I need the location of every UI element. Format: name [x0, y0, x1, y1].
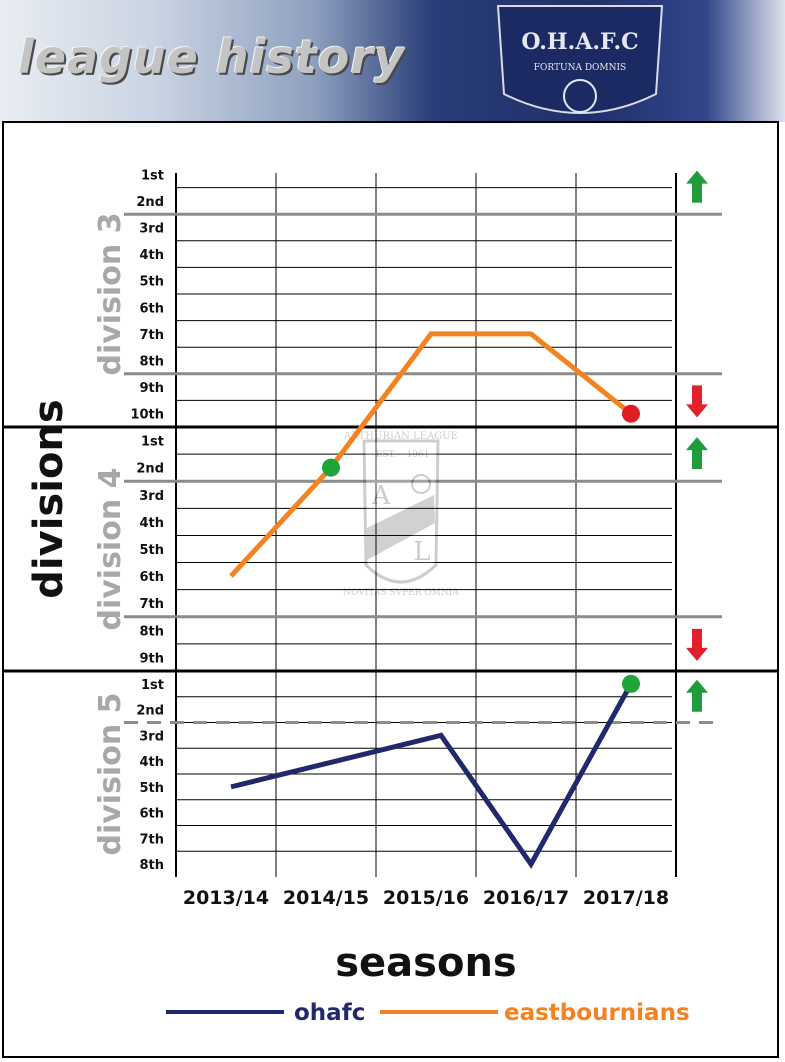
- y-axis-title: divisions: [26, 399, 72, 598]
- rank-label: 1st: [141, 435, 164, 450]
- rank-label: 2nd: [136, 195, 164, 210]
- header-banner: league history O.H.A.F.C FORTUNA DOMNIS: [0, 0, 785, 122]
- rank-label: 3rd: [139, 729, 164, 744]
- arthurian-league-watermark: ARTHURIAN LEAGUE EST. 1961 A L NOVITAS S…: [343, 431, 459, 598]
- league-history-chart: ARTHURIAN LEAGUE EST. 1961 A L NOVITAS S…: [4, 168, 777, 1026]
- x-axis-title: seasons: [335, 940, 517, 986]
- rank-label: 8th: [139, 624, 164, 639]
- crest-motto: FORTUNA DOMNIS: [534, 63, 626, 73]
- rank-label: 2nd: [136, 704, 164, 719]
- series-line-eastbournians: [229, 331, 633, 578]
- legend: ohafc eastbournians: [166, 1000, 690, 1026]
- rank-label: 10th: [130, 408, 164, 423]
- watermark-motto: NOVITAS SVPER OMNIA: [343, 588, 459, 598]
- rank-label: 5th: [139, 275, 164, 290]
- season-tick-label: 2016/17: [483, 887, 569, 909]
- rank-label: 6th: [139, 301, 164, 316]
- rank-label: 9th: [139, 651, 164, 666]
- watermark-letter-a: A: [371, 481, 392, 511]
- watermark-year: 1961: [407, 450, 430, 460]
- rank-label: 1st: [141, 168, 164, 183]
- rank-label: 1st: [141, 678, 164, 693]
- promotion-arrow-icon: [686, 679, 708, 712]
- division-label: division 5: [93, 692, 128, 855]
- rank-label: 4th: [139, 516, 164, 531]
- rank-label: 6th: [139, 807, 164, 822]
- rank-label: 5th: [139, 543, 164, 558]
- rank-label: 3rd: [139, 489, 164, 504]
- series-lines: [229, 331, 634, 869]
- promoted-marker: [322, 458, 340, 477]
- rank-label: 7th: [139, 597, 164, 612]
- rank-label: 7th: [139, 832, 164, 847]
- promotion-arrow-icon: [686, 170, 708, 203]
- rank-label: 6th: [139, 570, 164, 585]
- season-tick-label: 2015/16: [383, 887, 469, 909]
- relegation-arrow-icon: [686, 385, 708, 418]
- watermark-est: EST.: [376, 450, 396, 460]
- rank-label: 8th: [139, 858, 164, 873]
- rank-label: 5th: [139, 781, 164, 796]
- series-markers: [322, 404, 640, 693]
- rank-label: 8th: [139, 355, 164, 370]
- series-line-ohafc: [230, 682, 634, 869]
- division-label: division 4: [93, 467, 128, 630]
- rank-label: 4th: [139, 755, 164, 770]
- promotion-relegation-arrows: [686, 170, 708, 712]
- promotion-arrow-icon: [686, 437, 708, 470]
- relegated-marker: [622, 404, 640, 423]
- rank-label: 2nd: [136, 462, 164, 477]
- relegation-arrow-icon: [686, 628, 708, 661]
- watermark-text: ARTHURIAN LEAGUE: [343, 431, 458, 442]
- rank-label: 9th: [139, 381, 164, 396]
- season-tick-label: 2017/18: [583, 887, 669, 909]
- rank-label: 3rd: [139, 222, 164, 237]
- legend-label-ohafc: ohafc: [294, 1000, 365, 1026]
- chart-panel: ARTHURIAN LEAGUE EST. 1961 A L NOVITAS S…: [2, 121, 779, 1058]
- season-tick-label: 2013/14: [183, 887, 269, 909]
- club-crest: O.H.A.F.C FORTUNA DOMNIS: [496, 5, 664, 114]
- season-tick-label: 2014/15: [283, 887, 369, 909]
- crest-text: O.H.A.F.C: [521, 29, 638, 55]
- page-title: league history: [18, 30, 406, 84]
- rank-label: 7th: [139, 328, 164, 343]
- rank-labels: 1st 2nd 3rd 4th 5th 6th 7th 8th 9th 10th division …: [93, 168, 669, 909]
- promoted-marker: [622, 674, 640, 693]
- watermark-letter-l: L: [413, 537, 430, 567]
- division-label: division 3: [93, 212, 128, 375]
- rank-label: 4th: [139, 248, 164, 263]
- legend-label-eastbournians: eastbournians: [504, 1000, 690, 1026]
